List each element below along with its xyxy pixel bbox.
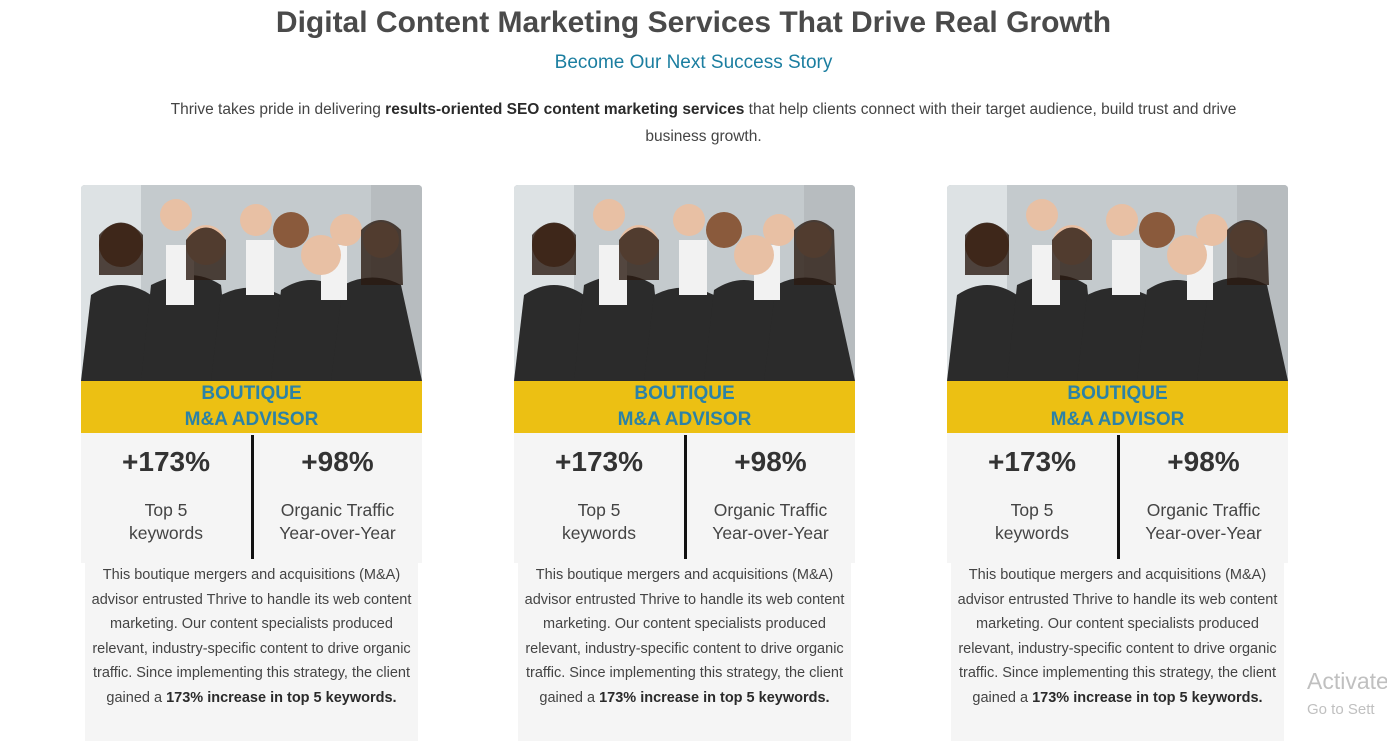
team-photo bbox=[947, 185, 1288, 381]
team-photo bbox=[514, 185, 855, 381]
banner-line-2: M&A ADVISOR bbox=[1050, 409, 1185, 430]
description-highlight: 173% increase in top 5 keywords. bbox=[166, 689, 397, 706]
stats-row: +173% Top 5 keywords +98% Organic Traffic… bbox=[947, 433, 1288, 561]
stat-label-line-1: Top 5 bbox=[1010, 500, 1054, 520]
team-photo bbox=[81, 185, 422, 381]
stat-value: +173% bbox=[122, 446, 210, 477]
case-description: This boutique mergers and acquisitions (… bbox=[514, 563, 855, 743]
stat-label: Top 5 keywords bbox=[947, 499, 1117, 545]
intro-text-end: that help clients connect with their tar… bbox=[645, 101, 1237, 145]
stat-divider bbox=[684, 435, 687, 559]
stat-traffic: +98% Organic Traffic Year-over-Year bbox=[686, 433, 855, 561]
stat-divider bbox=[1117, 435, 1120, 559]
stat-value: +98% bbox=[1167, 446, 1240, 477]
stat-label: Organic Traffic Year-over-Year bbox=[1119, 499, 1288, 545]
stats-row: +173% Top 5 keywords +98% Organic Traffic… bbox=[81, 433, 422, 561]
stat-label-line-2: keywords bbox=[562, 523, 636, 543]
description-text: This boutique mergers and acquisitions (… bbox=[91, 567, 412, 706]
banner-line-2: M&A ADVISOR bbox=[617, 409, 752, 430]
banner-line-1: BOUTIQUE bbox=[201, 383, 302, 404]
stat-label-line-1: Organic Traffic bbox=[713, 500, 828, 520]
client-banner: BOUTIQUE M&A ADVISOR bbox=[947, 381, 1288, 433]
stat-label-line-1: Top 5 bbox=[577, 500, 621, 520]
banner-line-1: BOUTIQUE bbox=[634, 383, 735, 404]
description-highlight: 173% increase in top 5 keywords. bbox=[599, 689, 830, 706]
case-study-card[interactable]: BOUTIQUE M&A ADVISOR +173% Top 5 keywords… bbox=[947, 185, 1288, 743]
stat-label-line-1: Top 5 bbox=[144, 500, 188, 520]
stat-value: +98% bbox=[734, 446, 807, 477]
stat-label: Top 5 keywords bbox=[81, 499, 251, 545]
stat-label-line-2: Year-over-Year bbox=[279, 523, 396, 543]
banner-line-2: M&A ADVISOR bbox=[184, 409, 319, 430]
client-banner: BOUTIQUE M&A ADVISOR bbox=[514, 381, 855, 433]
stat-label: Organic Traffic Year-over-Year bbox=[686, 499, 855, 545]
stat-label-line-1: Organic Traffic bbox=[280, 500, 395, 520]
case-study-card[interactable]: BOUTIQUE M&A ADVISOR +173% Top 5 keywords… bbox=[514, 185, 855, 743]
stat-label-line-1: Organic Traffic bbox=[1146, 500, 1261, 520]
stat-label: Top 5 keywords bbox=[514, 499, 684, 545]
stat-label-line-2: keywords bbox=[995, 523, 1069, 543]
description-highlight: 173% increase in top 5 keywords. bbox=[1032, 689, 1263, 706]
intro-text-start: Thrive takes pride in delivering bbox=[170, 101, 386, 118]
intro-paragraph: Thrive takes pride in delivering results… bbox=[160, 96, 1247, 150]
description-text: This boutique mergers and acquisitions (… bbox=[524, 567, 845, 706]
stat-divider bbox=[251, 435, 254, 559]
stat-traffic: +98% Organic Traffic Year-over-Year bbox=[253, 433, 422, 561]
stat-traffic: +98% Organic Traffic Year-over-Year bbox=[1119, 433, 1288, 561]
activation-watermark-sub: Go to Sett bbox=[1307, 701, 1375, 718]
stat-keywords: +173% Top 5 keywords bbox=[81, 433, 251, 561]
intro-text-bold: results-oriented SEO content marketing s… bbox=[385, 101, 745, 118]
stat-label-line-2: keywords bbox=[129, 523, 203, 543]
page-title: Digital Content Marketing Services That … bbox=[275, 6, 1112, 39]
stat-value: +173% bbox=[988, 446, 1076, 477]
client-banner: BOUTIQUE M&A ADVISOR bbox=[81, 381, 422, 433]
page-subtitle: Become Our Next Success Story bbox=[554, 52, 833, 73]
stat-keywords: +173% Top 5 keywords bbox=[514, 433, 684, 561]
stat-value: +98% bbox=[301, 446, 374, 477]
stat-value: +173% bbox=[555, 446, 643, 477]
activation-watermark: Activate bbox=[1307, 668, 1387, 694]
case-description: This boutique mergers and acquisitions (… bbox=[81, 563, 422, 743]
case-description: This boutique mergers and acquisitions (… bbox=[947, 563, 1288, 743]
banner-line-1: BOUTIQUE bbox=[1067, 383, 1168, 404]
stat-label-line-2: Year-over-Year bbox=[1145, 523, 1262, 543]
stat-label: Organic Traffic Year-over-Year bbox=[253, 499, 422, 545]
stat-label-line-2: Year-over-Year bbox=[712, 523, 829, 543]
case-study-card[interactable]: BOUTIQUE M&A ADVISOR +173% Top 5 keywords… bbox=[81, 185, 422, 743]
stat-keywords: +173% Top 5 keywords bbox=[947, 433, 1117, 561]
description-text: This boutique mergers and acquisitions (… bbox=[957, 567, 1278, 706]
stats-row: +173% Top 5 keywords +98% Organic Traffic… bbox=[514, 433, 855, 561]
